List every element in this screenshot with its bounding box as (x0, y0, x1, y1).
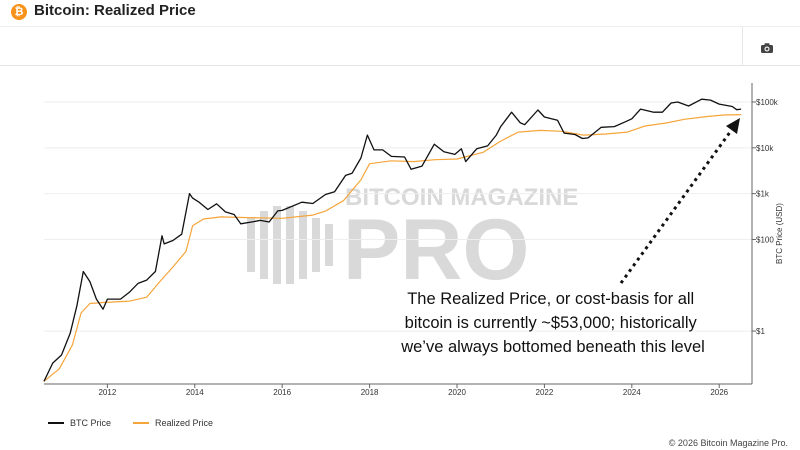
annotation-line-3: we’ve always bottomed beneath this level (400, 338, 705, 356)
legend-item-btc-price[interactable]: BTC Price (48, 418, 111, 428)
header-divider (0, 26, 800, 27)
x-tick-label: 2022 (536, 388, 554, 397)
annotation-line-1: The Realized Price, or cost-basis for al… (407, 290, 694, 308)
legend-label-btc: BTC Price (70, 418, 112, 428)
annotation-line-2: bitcoin is currently ~$53,000; historica… (405, 314, 698, 332)
copyright: © 2026 Bitcoin Magazine Pro. (668, 438, 788, 448)
y-tick-label: $10k (756, 144, 774, 153)
bitcoin-icon: ₿ (11, 4, 27, 20)
series-line-btc-price (43, 98, 742, 382)
camera-icon[interactable] (760, 41, 774, 55)
x-tick-label: 2026 (710, 388, 728, 397)
y-tick-label: $100 (756, 235, 774, 244)
watermark-line2: PRO (343, 202, 529, 298)
chart: BITCOIN MAGAZINE PRO $1 $100 $1k $10k $100k 2… (43, 83, 784, 397)
toolbar-separator (742, 27, 743, 65)
y-tick-label: $1 (756, 327, 765, 336)
legend-swatch-realized (133, 422, 150, 424)
watermark: BITCOIN MAGAZINE PRO (247, 184, 578, 298)
watermark-bars-icon (247, 206, 333, 284)
chart-toolbar (0, 27, 800, 66)
annotation-arrow (619, 118, 740, 284)
y-tick-label: $100k (756, 98, 779, 107)
header: ₿ Bitcoin: Realized Price (0, 0, 800, 24)
x-tick-label: 2024 (623, 388, 641, 397)
x-tick-label: 2016 (273, 388, 291, 397)
series-line-realized-price (43, 114, 742, 382)
x-tick-label: 2012 (98, 388, 116, 397)
legend-item-realized-price[interactable]: Realized Price (133, 418, 213, 428)
legend-label-realized: Realized Price (155, 418, 214, 428)
x-tick-label: 2018 (361, 388, 379, 397)
y-axis-label: BTC Price (USD) (775, 203, 784, 264)
x-tick-label: 2014 (186, 388, 204, 397)
legend: BTC Price Realized Price (48, 418, 213, 428)
y-tick-label: $1k (756, 190, 770, 199)
page-title: Bitcoin: Realized Price (34, 2, 196, 19)
watermark-line1: BITCOIN MAGAZINE (345, 184, 578, 211)
x-tick-label: 2020 (448, 388, 466, 397)
legend-swatch-btc (48, 422, 64, 424)
annotation: The Realized Price, or cost-basis for al… (400, 290, 705, 356)
